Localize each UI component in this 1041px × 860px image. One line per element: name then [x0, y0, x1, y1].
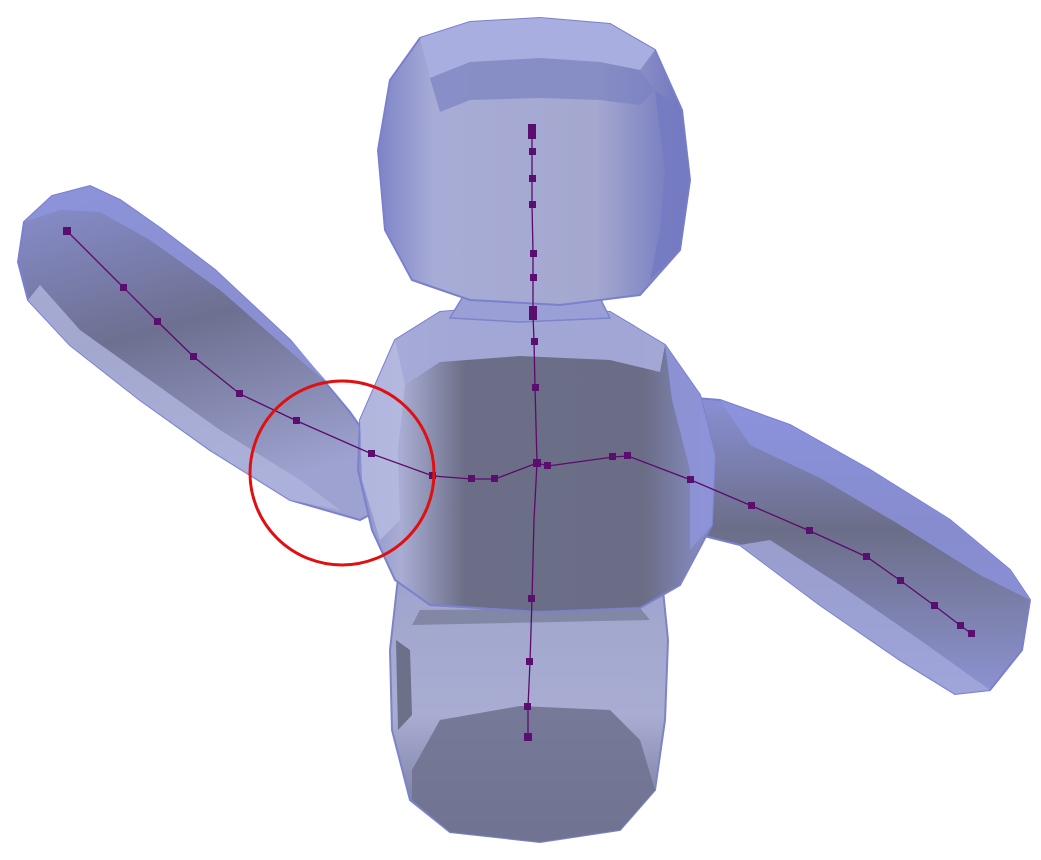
joint — [806, 527, 813, 534]
joint — [63, 227, 71, 235]
joint — [120, 284, 127, 291]
joint — [236, 390, 243, 397]
joint — [931, 602, 938, 609]
joint — [524, 703, 531, 710]
joint — [528, 595, 535, 602]
joint — [532, 384, 539, 391]
joint — [529, 201, 536, 208]
joint — [528, 124, 536, 132]
right-arm-bone — [536, 455, 973, 635]
joint — [957, 622, 964, 629]
joint — [748, 502, 755, 509]
joint — [687, 476, 694, 483]
joint — [491, 475, 498, 482]
joint — [468, 475, 475, 482]
joint — [528, 131, 536, 139]
left-arm-mesh — [16, 184, 390, 522]
head-mesh — [376, 16, 692, 307]
joint — [897, 577, 904, 584]
joint — [531, 338, 538, 345]
joint — [524, 733, 532, 741]
joint — [529, 148, 536, 155]
joint — [544, 462, 551, 469]
joint — [533, 459, 541, 467]
joint — [609, 453, 616, 460]
waist-mesh — [388, 559, 670, 844]
joint — [530, 274, 537, 281]
joint — [293, 417, 300, 424]
joint — [968, 630, 975, 637]
joint — [529, 312, 537, 320]
joint — [529, 306, 537, 314]
joint — [526, 658, 533, 665]
joint — [863, 553, 870, 560]
joint — [368, 450, 375, 457]
joint — [154, 318, 161, 325]
joint — [624, 452, 631, 459]
joint — [529, 175, 536, 182]
joint — [190, 353, 197, 360]
skeleton-joints — [63, 124, 975, 741]
highlight-circle — [248, 379, 436, 567]
joint — [530, 250, 537, 257]
